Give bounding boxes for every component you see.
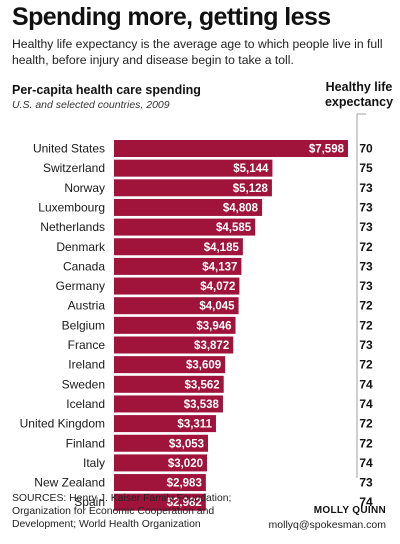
spending-bar [114,257,242,275]
spending-bar [114,238,243,256]
spending-bar [114,395,223,413]
spending-bar [114,415,216,433]
chart-subtitle: U.S. and selected countries, 2009 [12,99,170,111]
country-label: Luxembourg [38,200,105,214]
country-label: Norway [64,181,105,195]
healthy-life-expectancy-value: 73 [359,476,373,490]
country-label: France [68,338,106,352]
country-label: Italy [83,456,105,470]
chart-title: Per-capita health care spending [12,83,201,97]
bar-value-label: $3,609 [186,360,221,372]
headline: Spending more, getting less [12,3,331,31]
spending-bar [114,198,263,216]
sources-note: SOURCES: Henry J. Kaiser Family Foundati… [12,493,232,530]
spending-bar [114,454,208,472]
healthy-life-expectancy-value: 70 [359,142,373,156]
bar-value-label: $4,072 [200,281,235,293]
healthy-life-expectancy-value: 74 [359,495,373,509]
spending-bar [114,140,348,157]
bar-value-label: $2,983 [167,478,202,490]
spending-bar [114,277,240,295]
healthy-life-expectancy-value: 73 [359,259,373,273]
country-label: Iceland [66,397,105,411]
spending-bar [114,297,239,315]
bar-value-label: $3,562 [185,379,220,391]
intro-text: Healthy life expectancy is the average a… [12,37,383,67]
healthy-life-expectancy-value: 73 [359,338,373,352]
spending-bar [114,493,206,511]
healthy-life-expectancy-value: 72 [359,436,373,450]
healthy-life-expectancy-value: 73 [359,181,373,195]
bar-value-label: $4,808 [223,202,259,214]
country-label: Canada [63,259,105,273]
country-label: Denmark [56,240,106,254]
country-label: Germany [56,279,105,293]
country-label: Ireland [68,358,105,372]
spending-bar [114,159,273,177]
country-label: New Zealand [34,476,105,490]
bar-value-label: $4,585 [216,222,252,234]
country-label: Austria [68,299,106,313]
country-label: Netherlands [40,220,105,234]
country-label: Sweden [62,377,105,391]
healthy-life-expectancy-value: 73 [359,220,373,234]
spending-bar [114,179,272,197]
spending-bar [114,474,206,492]
bar-value-label: $2,982 [167,497,202,509]
spending-bar [114,218,256,236]
bar-value-label: $5,128 [233,183,269,195]
bar-value-label: $3,872 [194,340,229,352]
healthy-life-expectancy-value: 73 [359,279,373,293]
bar-value-label: $3,020 [168,458,203,470]
country-label: Switzerland [43,161,105,175]
healthy-life-expectancy-value: 73 [359,200,373,214]
healthy-life-expectancy-value: 74 [359,397,373,411]
healthy-life-expectancy-value: 72 [359,358,373,372]
country-label: United Kingdom [20,417,105,431]
spending-bar [114,336,234,354]
country-label: Belgium [62,318,105,332]
bar-value-label: $3,946 [196,320,231,332]
spending-bar [114,316,236,334]
bar-value-label: $3,311 [177,419,212,431]
country-label: Spain [74,495,105,509]
bar-value-label: $4,137 [202,261,237,273]
healthy-life-expectancy-value: 74 [359,377,373,391]
healthy-life-expectancy-value: 72 [359,299,373,313]
healthy-life-expectancy-header: Healthy life expectancy [324,80,394,109]
spending-bar [114,434,209,452]
bar-value-label: $3,538 [184,399,220,411]
spending-bar [114,375,224,393]
healthy-life-expectancy-value: 74 [359,456,373,470]
healthy-life-expectancy-value: 75 [359,161,373,175]
country-label: Finland [66,436,105,450]
healthy-life-expectancy-value: 72 [359,240,373,254]
spending-bar [114,356,226,374]
country-label: United States [33,142,105,156]
healthy-life-expectancy-value: 72 [359,318,373,332]
byline-email: mollyq@spokesman.com [268,519,386,531]
bar-value-label: $5,144 [233,163,269,175]
healthy-life-expectancy-value: 72 [359,417,373,431]
bar-value-label: $7,598 [309,144,345,156]
byline-name: MOLLY QUINN [313,505,386,516]
bar-value-label: $4,045 [199,301,235,313]
bar-value-label: $4,185 [204,242,240,254]
bar-value-label: $3,053 [169,438,204,450]
